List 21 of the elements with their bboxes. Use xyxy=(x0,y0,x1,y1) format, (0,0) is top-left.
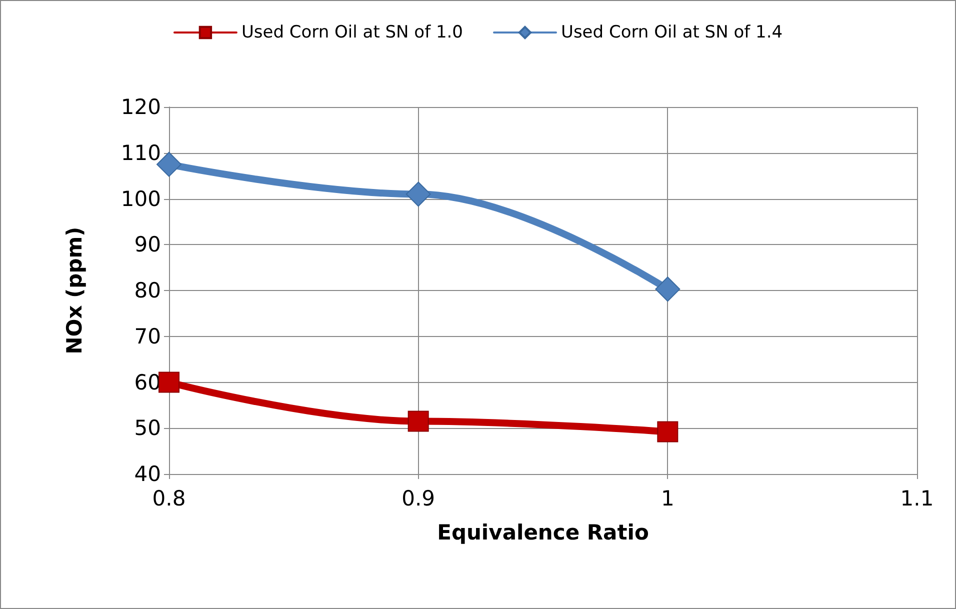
point xyxy=(406,182,431,207)
point xyxy=(408,410,429,432)
y-tick-label: 80 xyxy=(134,278,161,302)
legend-label: Used Corn Oil at SN of 1.4 xyxy=(561,22,783,42)
point xyxy=(158,372,180,393)
y-tick-label: 50 xyxy=(134,416,161,440)
y-axis-title: NOx (ppm) xyxy=(62,226,86,354)
point xyxy=(657,421,678,442)
x-tick-label: 1.1 xyxy=(900,486,934,510)
y-tick-label: 110 xyxy=(120,140,161,165)
y-tick-label: 40 xyxy=(134,462,161,486)
x-tick-label: 0.8 xyxy=(152,486,186,510)
y-tick-label: 90 xyxy=(134,232,161,257)
x-tick-label: 0.9 xyxy=(402,486,436,510)
legend-label: Used Corn Oil at SN of 1.0 xyxy=(241,22,464,42)
x-tick-label: 1 xyxy=(660,486,674,510)
y-tick-label: 120 xyxy=(120,95,161,119)
x-axis-title: Equivalence Ratio xyxy=(437,520,649,544)
y-tick-label: 70 xyxy=(134,324,161,348)
point xyxy=(655,276,680,302)
y-tick-label: 100 xyxy=(120,186,161,211)
